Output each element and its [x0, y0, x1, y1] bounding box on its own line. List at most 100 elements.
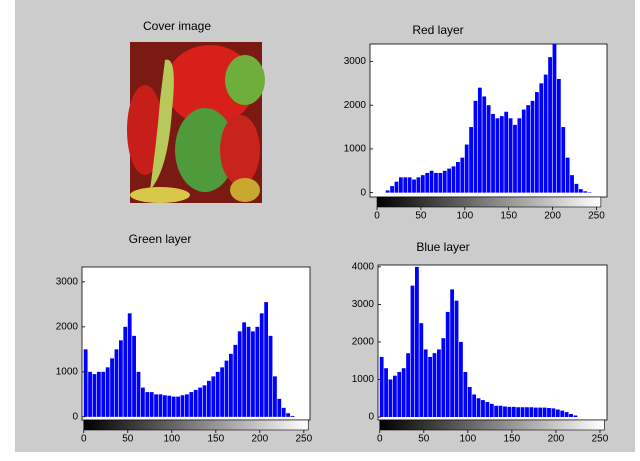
bar: [184, 394, 189, 417]
bar: [384, 368, 388, 417]
bar: [513, 124, 517, 193]
bar: [255, 326, 260, 417]
bar: [437, 349, 441, 417]
bar: [132, 335, 136, 417]
bar: [207, 380, 211, 417]
bar: [412, 179, 416, 193]
bar: [167, 395, 172, 417]
x-tick-label: 100: [459, 434, 476, 445]
bar: [189, 392, 194, 417]
bar: [286, 413, 291, 417]
bar: [403, 177, 408, 193]
bar: [447, 168, 452, 193]
chart-title: Green layer: [129, 232, 192, 246]
bar: [573, 415, 578, 417]
y-tick-label: 1000: [344, 144, 367, 155]
bar: [220, 367, 225, 417]
bar: [442, 170, 447, 193]
bar: [180, 395, 185, 417]
bar: [542, 407, 547, 417]
x-tick-label: 50: [122, 434, 134, 445]
bar: [477, 87, 482, 193]
bar: [428, 356, 433, 417]
bar: [434, 172, 438, 193]
bar: [560, 410, 565, 417]
bar: [473, 100, 478, 193]
bar: [530, 100, 535, 193]
bar: [198, 387, 203, 417]
bar: [583, 191, 588, 193]
y-tick-label: 3000: [56, 276, 79, 287]
bar: [495, 118, 500, 193]
bar: [385, 190, 390, 193]
chart-title: Cover image: [143, 19, 211, 33]
bar: [564, 412, 569, 417]
bar: [472, 394, 477, 417]
bar: [508, 118, 513, 193]
x-tick-label: 200: [251, 434, 268, 445]
bar: [460, 157, 465, 193]
bar: [526, 105, 531, 193]
y-tick-label: 2000: [352, 337, 375, 348]
y-tick-label: 2000: [344, 100, 367, 111]
bar: [438, 172, 443, 193]
bar: [394, 181, 399, 193]
bar: [277, 398, 282, 417]
bar: [407, 177, 412, 193]
bar: [246, 326, 251, 417]
bar: [529, 407, 534, 417]
bar: [445, 311, 450, 417]
bar: [464, 144, 469, 193]
y-tick-label: 2000: [56, 321, 79, 332]
chart-title: Red layer: [412, 23, 463, 37]
bar: [259, 313, 264, 417]
bar: [569, 413, 573, 417]
x-tick-label: 50: [418, 434, 430, 445]
bar: [454, 300, 459, 417]
bar: [504, 111, 509, 193]
bar: [476, 398, 481, 417]
y-tick-label: 0: [368, 412, 374, 423]
bar: [96, 371, 101, 417]
x-tick-label: 250: [592, 434, 609, 445]
bar: [390, 186, 394, 193]
bar: [467, 386, 472, 417]
bar: [410, 285, 415, 417]
bar: [105, 367, 110, 417]
cover-image: [127, 42, 265, 203]
bar: [273, 376, 277, 417]
bar: [539, 83, 544, 193]
bar: [517, 118, 522, 193]
bar: [511, 406, 516, 417]
bar: [420, 175, 425, 193]
bar: [136, 371, 141, 417]
y-tick-label: 4000: [352, 262, 375, 273]
bar: [538, 407, 543, 417]
x-tick-label: 50: [415, 211, 427, 222]
bar: [432, 353, 437, 417]
y-tick-label: 1000: [56, 366, 79, 377]
bar: [140, 387, 145, 417]
bar: [499, 116, 504, 193]
bar: [494, 405, 499, 417]
bar: [419, 323, 424, 417]
bar: [110, 358, 114, 417]
y-tick-label: 0: [360, 187, 366, 198]
bar: [224, 360, 229, 417]
x-tick-label: 150: [504, 434, 521, 445]
bar: [176, 396, 180, 417]
bar: [416, 177, 421, 193]
bar: [498, 405, 503, 417]
y-tick-label: 0: [72, 411, 78, 422]
bar: [88, 371, 92, 417]
bar: [429, 170, 434, 193]
x-tick-label: 200: [544, 211, 561, 222]
bar: [281, 407, 286, 417]
bar: [251, 331, 255, 417]
bar: [456, 162, 460, 193]
x-tick-label: 100: [456, 211, 473, 222]
bar: [118, 340, 123, 417]
bar: [503, 406, 507, 417]
